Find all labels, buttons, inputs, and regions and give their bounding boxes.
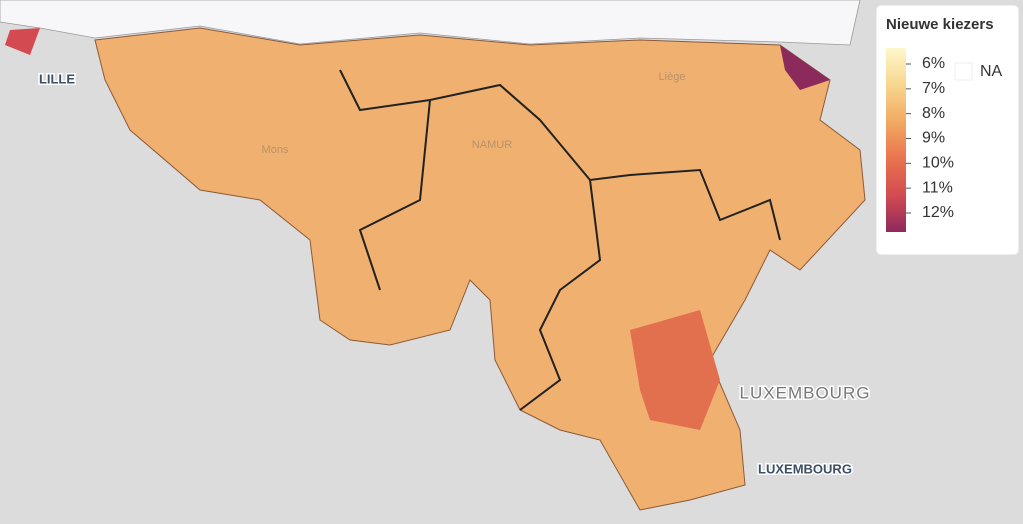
legend-tick-label: 6% [922,55,945,72]
country-label: LUXEMBOURG [740,383,871,402]
na-label: NA [980,63,1003,80]
legend-tick-label: 12% [922,204,954,221]
legend-title: Nieuwe kiezers [886,16,994,33]
legend-tick-label: 11% [922,179,953,196]
province-border [519,179,602,411]
city-label: NAMUR [472,139,512,151]
city-label: LUXEMBOURG [758,461,852,476]
color-bar [886,48,906,232]
na-swatch [954,62,973,81]
province-border [358,99,431,291]
region-patch [780,45,830,90]
city-label: LILLE [39,71,75,86]
legend-tick-label: 10% [922,155,954,172]
legend-tick-label: 9% [922,130,945,147]
legend: Nieuwe kiezers NA 6% 7% 8% 9% 10% 11% 12% [875,4,1020,256]
legend-tick-label: 7% [922,80,945,97]
region-patch [5,28,40,55]
legend-tick-label: 8% [922,105,945,122]
legend-box [875,4,1020,256]
city-label: Mons [262,144,289,156]
region-patch [630,310,720,430]
city-label: Liège [659,71,686,83]
